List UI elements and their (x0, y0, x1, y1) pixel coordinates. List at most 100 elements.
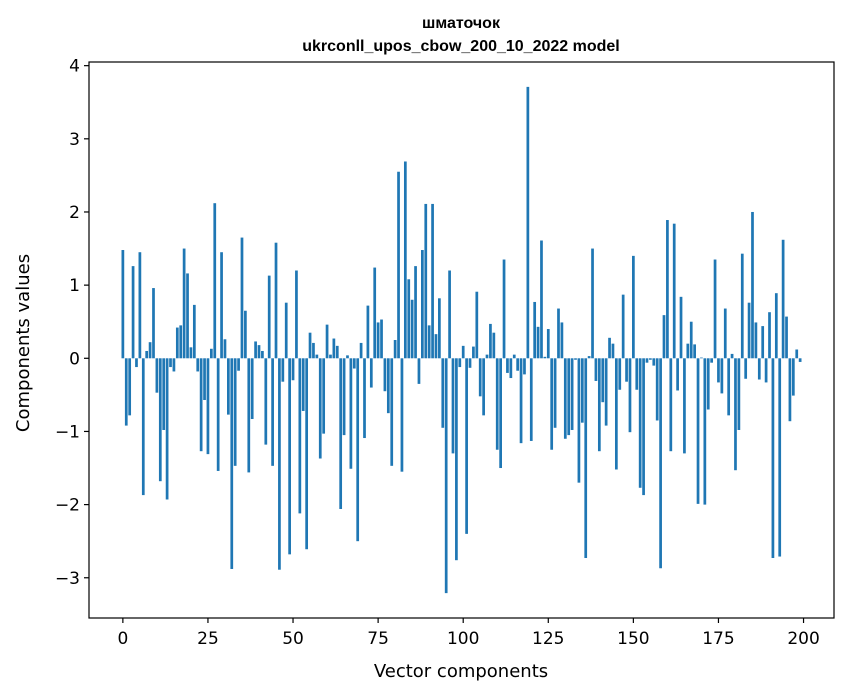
x-tick-label-0: 0 (117, 629, 128, 649)
x-tick-label-175: 175 (702, 629, 734, 649)
bar-20 (189, 347, 193, 359)
bar-49 (288, 358, 291, 555)
bar-132 (570, 358, 574, 430)
bar-137 (587, 356, 591, 359)
bar-0 (121, 250, 125, 359)
bar-6 (141, 358, 145, 496)
bar-145 (614, 358, 618, 470)
bar-47 (281, 358, 285, 382)
x-tick-label-75: 75 (367, 629, 389, 649)
bar-173 (710, 358, 714, 363)
y-axis-label: Components values (13, 254, 34, 432)
bar-86 (414, 266, 417, 359)
bar-190 (768, 312, 771, 359)
bar-35 (240, 237, 244, 359)
bar-65 (342, 358, 346, 436)
bar-66 (346, 355, 349, 359)
bar-116 (516, 358, 520, 371)
bar-175 (717, 358, 720, 383)
bar-80 (393, 340, 397, 359)
bar-62 (332, 338, 336, 359)
bar-58 (318, 358, 322, 459)
bar-16 (175, 327, 179, 359)
bar-23 (199, 358, 203, 452)
bar-82 (400, 358, 404, 472)
bar-177 (723, 308, 727, 359)
bar-83 (403, 161, 407, 359)
bar-98 (455, 358, 458, 561)
bar-54 (305, 358, 309, 550)
bar-147 (621, 294, 625, 359)
bar-124 (543, 356, 547, 359)
bar-46 (278, 358, 281, 570)
bar-52 (298, 358, 302, 514)
bar-9 (152, 288, 155, 359)
bar-8 (148, 342, 152, 359)
bar-100 (461, 345, 465, 359)
bar-118 (523, 358, 526, 375)
bar-144 (611, 343, 615, 359)
bar-18 (182, 248, 186, 359)
bar-5 (138, 252, 142, 359)
bar-90 (427, 325, 431, 359)
bar-12 (162, 358, 166, 430)
bar-127 (553, 358, 557, 428)
bar-111 (499, 358, 503, 469)
bar-135 (580, 358, 584, 423)
chart-title-line2: ukrconll_upos_cbow_200_10_2022 model (302, 38, 619, 55)
bar-139 (594, 358, 598, 381)
bar-121 (533, 301, 537, 359)
bar-69 (356, 358, 360, 542)
bar-196 (788, 358, 792, 422)
bar-194 (781, 239, 785, 359)
bar-68 (352, 358, 356, 369)
bar-143 (608, 337, 611, 359)
bar-2 (128, 358, 132, 416)
bar-50 (291, 358, 295, 381)
bar-157 (655, 358, 659, 421)
bar-151 (635, 358, 639, 390)
bar-51 (295, 270, 298, 359)
bar-15 (172, 358, 176, 372)
bar-156 (652, 358, 656, 366)
bar-155 (649, 358, 652, 360)
bar-101 (465, 358, 468, 534)
bar-87 (417, 358, 421, 384)
bar-59 (322, 358, 326, 434)
y-axis-ticks: −3 −2 −1 0 1 2 3 4 (55, 57, 89, 589)
bar-108 (489, 323, 492, 359)
bar-34 (237, 358, 240, 371)
x-tick-label-100: 100 (447, 629, 479, 649)
bar-198 (795, 349, 799, 359)
bar-79 (390, 358, 394, 466)
bar-164 (679, 296, 683, 359)
bar-133 (574, 358, 577, 360)
bar-115 (512, 354, 516, 359)
bar-94 (441, 358, 445, 428)
y-tick-label-0: 0 (69, 349, 80, 369)
bar-141 (601, 358, 605, 403)
bar-171 (703, 358, 707, 505)
y-tick-label-2: 2 (69, 203, 80, 223)
bar-162 (672, 223, 676, 359)
bar-158 (659, 358, 662, 569)
bar-165 (683, 358, 686, 454)
bar-123 (540, 240, 543, 359)
bar-192 (774, 293, 778, 359)
x-tick-label-50: 50 (282, 629, 304, 649)
bar-31 (227, 358, 230, 415)
bar-163 (676, 358, 679, 391)
bar-28 (216, 358, 220, 471)
bar-106 (482, 358, 485, 416)
bar-4 (135, 358, 138, 368)
bar-91 (431, 203, 434, 359)
bar-96 (448, 270, 451, 359)
bar-99 (458, 358, 462, 368)
bar-41 (261, 350, 264, 359)
bar-176 (720, 358, 724, 394)
bar-36 (244, 310, 247, 359)
bar-186 (754, 322, 758, 359)
plot-frame (88, 61, 835, 619)
bar-7 (145, 350, 149, 359)
